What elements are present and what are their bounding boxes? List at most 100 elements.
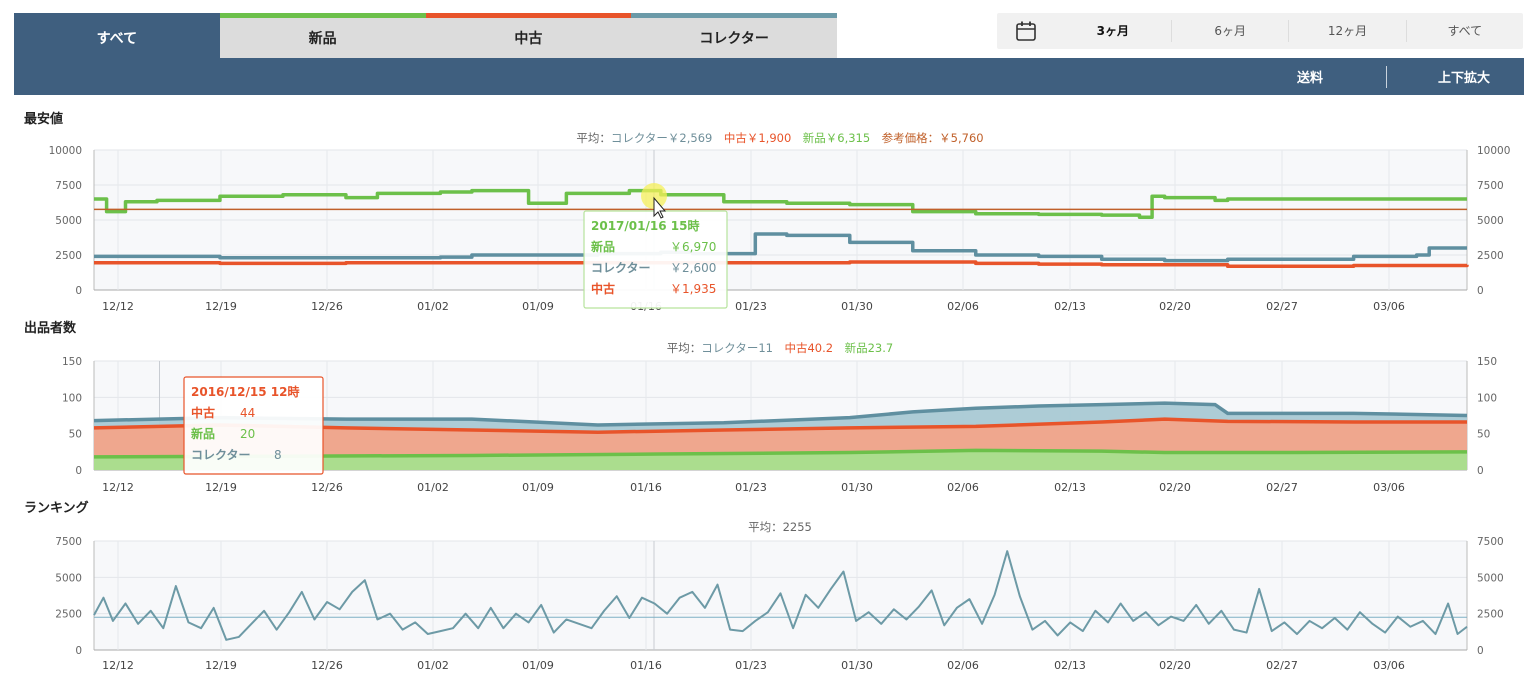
y-tick-left: 100: [62, 392, 82, 404]
x-tick-label: 12/19: [205, 659, 237, 672]
cursor-highlight: [641, 183, 667, 209]
tooltip-value: 20: [240, 427, 255, 441]
x-tick-label: 02/27: [1266, 659, 1298, 672]
tab-collector[interactable]: コレクター: [631, 13, 837, 58]
series-line-中古: [94, 260, 1469, 268]
y-tick-right: 50: [1477, 429, 1490, 441]
y-tick-right: 10000: [1477, 145, 1510, 157]
y-tick-right: 5000: [1477, 572, 1504, 584]
x-tick-label: 01/09: [522, 481, 554, 494]
y-tick-left: 0: [75, 645, 82, 657]
y-tick-left: 7500: [55, 180, 82, 192]
calendar-icon[interactable]: [997, 20, 1055, 42]
tooltip-label: 中古: [191, 405, 215, 420]
x-tick-label: 02/13: [1054, 481, 1086, 494]
range-option-12m[interactable]: 12ヶ月: [1288, 20, 1405, 42]
x-tick-label: 12/12: [102, 300, 134, 313]
x-tick-label: 02/27: [1266, 481, 1298, 494]
shipping-button[interactable]: 送料: [1296, 71, 1323, 86]
tab-used[interactable]: 中古: [425, 13, 632, 58]
y-tick-left: 10000: [49, 145, 82, 157]
tab-new[interactable]: 新品: [219, 13, 426, 58]
x-tick-label: 02/06: [947, 481, 979, 494]
chart-averages: 平均：2255: [748, 520, 812, 534]
chart-title: 出品者数: [24, 320, 77, 336]
y-tick-left: 150: [62, 356, 82, 368]
x-tick-label: 02/06: [947, 659, 979, 672]
series-line-新品: [93, 448, 1468, 459]
y-tick-left: 0: [75, 465, 82, 477]
chart-title: 最安値: [24, 111, 63, 127]
x-tick-label: 12/26: [311, 300, 343, 313]
tooltip-label: 中古: [591, 281, 615, 296]
y-tick-right: 5000: [1477, 215, 1504, 227]
tab-all[interactable]: すべて: [14, 13, 220, 58]
x-tick-label: 12/19: [205, 481, 237, 494]
y-tick-right: 100: [1477, 392, 1497, 404]
x-tick-label: 02/20: [1159, 300, 1191, 313]
tooltip-label: コレクター: [591, 261, 651, 275]
x-tick-label: 01/30: [841, 300, 873, 313]
tooltip-label: コレクター: [191, 448, 251, 462]
y-tick-right: 2500: [1477, 609, 1504, 621]
x-tick-label: 02/20: [1159, 481, 1191, 494]
x-tick-label: 01/02: [417, 300, 449, 313]
y-tick-left: 5000: [55, 215, 82, 227]
x-tick-label: 12/26: [311, 659, 343, 672]
x-tick-label: 01/09: [522, 300, 554, 313]
tooltip-date: 2016/12/15 12時: [191, 384, 299, 399]
x-tick-label: 03/06: [1373, 300, 1405, 313]
range-option-3m[interactable]: 3ヶ月: [1096, 24, 1130, 38]
tooltip-value: 44: [240, 406, 255, 420]
x-tick-label: 01/23: [735, 300, 767, 313]
tooltip-value: 8: [274, 448, 282, 462]
series-line-ランキング: [93, 550, 1468, 641]
y-tick-left: 5000: [55, 572, 82, 584]
y-tick-right: 7500: [1477, 180, 1504, 192]
x-tick-label: 02/06: [947, 300, 979, 313]
chart-averages: 平均：コレクター11 中古40.2 新品23.7: [667, 341, 893, 355]
range-option-6m[interactable]: 6ヶ月: [1171, 20, 1288, 42]
x-tick-label: 01/02: [417, 659, 449, 672]
chart-title: ランキング: [24, 500, 89, 516]
zoom-button[interactable]: 上下拡大: [1437, 71, 1490, 86]
series-area-新品: [94, 450, 1467, 470]
tooltip-label: 新品: [191, 426, 215, 441]
x-tick-label: 02/13: [1054, 300, 1086, 313]
x-tick-label: 02/27: [1266, 300, 1298, 313]
tooltip-value: ￥2,600: [670, 261, 716, 275]
series-line-新品: [94, 188, 1467, 219]
toolbar-divider: [1386, 66, 1387, 88]
y-tick-right: 7500: [1477, 536, 1504, 548]
x-tick-label: 12/12: [102, 659, 134, 672]
tooltip-box: [183, 376, 324, 475]
x-tick-label: 02/13: [1054, 659, 1086, 672]
x-tick-label: 01/23: [735, 481, 767, 494]
y-tick-left: 2500: [55, 250, 82, 262]
tooltip-date: 2017/01/16 15時: [591, 218, 699, 233]
tooltip-value: ￥6,970: [670, 240, 716, 254]
x-tick-label: 01/16: [630, 481, 662, 494]
chart-averages: 平均：コレクター￥2,569 中古￥1,900 新品￥6,315 参考価格：￥5…: [576, 131, 983, 145]
range-option-all[interactable]: すべて: [1405, 20, 1523, 42]
x-tick-label: 03/06: [1373, 659, 1405, 672]
y-tick-left: 7500: [55, 536, 82, 548]
y-tick-right: 0: [1477, 645, 1484, 657]
x-tick-label: 12/19: [205, 300, 237, 313]
series-line-コレクター: [94, 232, 1467, 263]
cursor-pointer-icon: [653, 196, 667, 219]
y-tick-left: 0: [75, 285, 82, 297]
x-tick-label: 02/20: [1159, 659, 1191, 672]
x-tick-label: 01/23: [735, 659, 767, 672]
y-tick-left: 50: [69, 429, 82, 441]
y-tick-left: 2500: [55, 609, 82, 621]
y-tick-right: 2500: [1477, 250, 1504, 262]
condition-tabs: すべて 新品 中古 コレクター: [14, 13, 837, 58]
y-tick-right: 0: [1477, 465, 1484, 477]
x-tick-label: 12/12: [102, 481, 134, 494]
x-tick-label: 01/30: [841, 481, 873, 494]
